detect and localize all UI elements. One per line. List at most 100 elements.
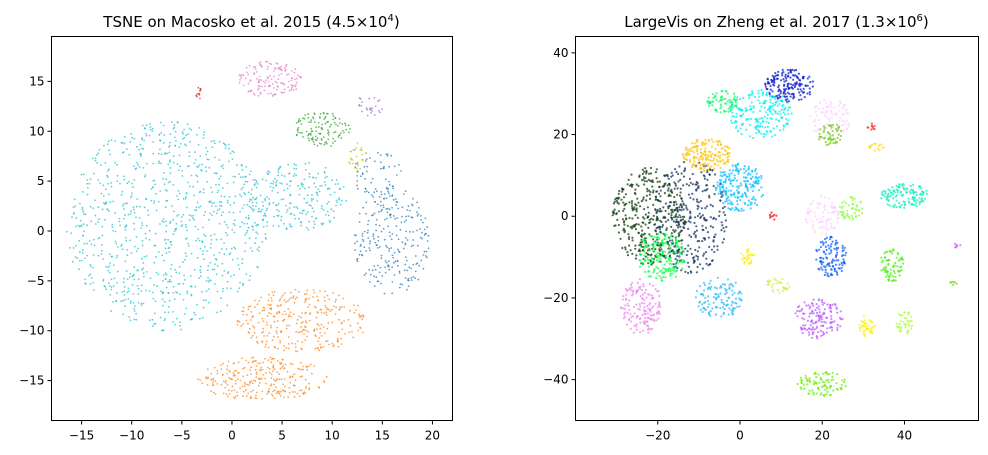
scatter-point [627,178,630,181]
scatter-point [759,109,762,113]
scatter-point [913,200,916,203]
scatter-point [636,197,639,200]
scatter-point [302,368,305,371]
scatter-point [128,316,131,318]
scatter-point [778,120,781,123]
scatter-point [214,263,216,266]
scatter-point [675,224,679,227]
cluster-points [880,182,929,209]
scatter-point [160,329,163,332]
scatter-point [379,266,382,269]
scatter-point [79,202,81,205]
scatter-point [710,259,714,262]
scatter-point [222,167,225,170]
scatter-point [624,214,627,217]
scatter-point [319,185,321,187]
scatter-point [626,183,629,186]
scatter-point [272,186,275,189]
scatter-point [264,233,267,236]
scatter-point [147,209,149,212]
scatter-point [825,393,828,396]
scatter-point [323,299,326,302]
scatter-point [744,169,748,173]
scatter-point [269,384,272,387]
scatter-point [226,201,229,204]
scatter-point [105,288,108,291]
scatter-point [729,182,732,185]
scatter-point [699,199,703,203]
scatter-point [178,272,181,275]
scatter-point [635,328,638,331]
scatter-point [730,105,733,108]
scatter-point [370,181,372,184]
scatter-point [699,164,702,167]
scatter-point [734,196,737,199]
scatter-point [196,256,199,259]
scatter-point [353,167,356,169]
scatter-point [642,285,645,288]
scatter-point [392,215,395,217]
scatter-point [888,195,891,198]
scatter-point [266,323,268,326]
scatter-point [705,257,708,260]
scatter-point [313,329,316,332]
scatter-point [741,113,745,116]
scatter-point [114,212,117,215]
scatter-point [145,237,148,240]
scatter-point [358,253,361,256]
scatter-point [653,268,656,271]
scatter-point [725,304,729,307]
scatter-point [250,357,253,359]
scatter-point [829,103,832,106]
scatter-point [662,267,665,270]
scatter-point [122,203,125,206]
scatter-point [751,197,754,201]
scatter-point [358,315,361,317]
scatter-point [265,209,268,212]
scatter-point [796,382,799,386]
cluster-points [197,356,328,400]
scatter-point [75,244,77,247]
scatter-point [153,261,156,264]
scatter-point [305,226,308,229]
scatter-point [813,106,817,109]
scatter-point [719,192,723,195]
scatter-point [820,111,824,114]
scatter-point [822,333,825,336]
scatter-point [674,229,677,232]
scatter-point [773,103,777,107]
scatter-point [131,284,134,286]
scatter-point [363,274,366,276]
scatter-point [639,253,643,256]
scatter-point [733,174,736,177]
scatter-point [757,125,760,128]
scatter-point [401,241,404,244]
scatter-point [676,244,680,247]
scatter-point [726,100,729,103]
scatter-point [412,276,415,278]
scatter-point [921,190,924,193]
scatter-point [683,161,686,164]
scatter-point [821,299,824,302]
scatter-point [301,330,303,333]
scatter-point [629,249,632,252]
scatter-point [356,142,359,144]
scatter-point [327,129,329,132]
scatter-point [304,378,307,381]
scatter-point [164,189,167,191]
scatter-point [273,320,276,323]
scatter-point [142,267,145,270]
scatter-point [211,205,213,207]
scatter-point [676,208,679,211]
scatter-point [277,174,279,177]
scatter-point [179,324,182,327]
scatter-point [421,231,423,234]
scatter-point [735,116,738,119]
scatter-point [670,232,673,235]
scatter-point [224,144,227,147]
scatter-point [324,290,326,293]
scatter-point [277,336,279,338]
scatter-point [790,112,793,115]
scatter-point [293,396,296,398]
scatter-point [701,141,704,145]
